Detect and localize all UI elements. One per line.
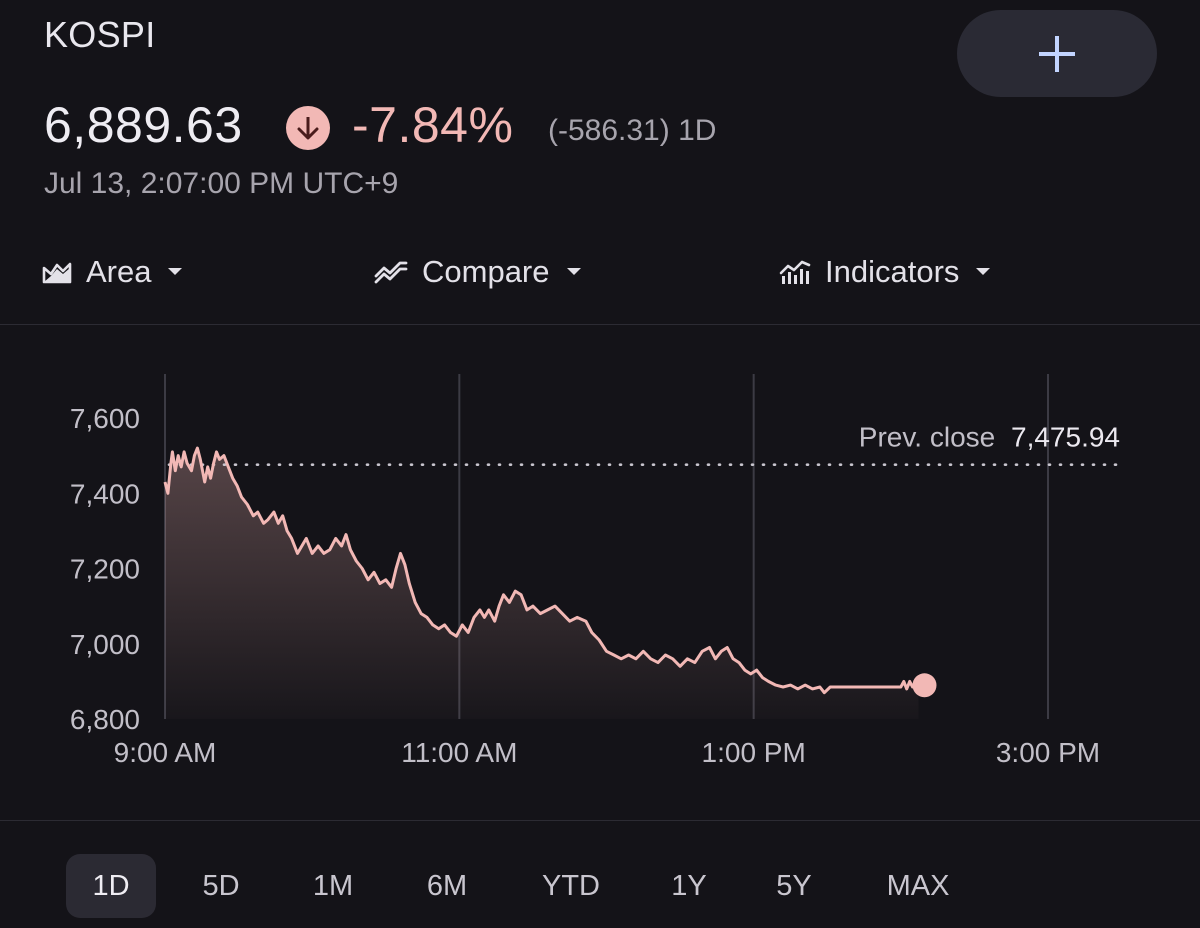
chart-type-label: Area bbox=[86, 254, 152, 289]
price-line bbox=[163, 446, 919, 695]
range-button-5y[interactable]: 5Y bbox=[776, 869, 812, 902]
range-button-6m[interactable]: 6M bbox=[426, 869, 468, 902]
caret-down-icon bbox=[167, 267, 183, 277]
range-button-1d[interactable]: 1D bbox=[66, 854, 156, 918]
caret-down-icon bbox=[975, 267, 991, 277]
y-tick-label: 7,400 bbox=[70, 478, 140, 509]
prev-close-text: Prev. close bbox=[859, 422, 995, 453]
percent-change: -7.84% bbox=[352, 97, 514, 153]
x-tick-label: 11:00 AM bbox=[401, 737, 517, 768]
x-tick-label: 9:00 AM bbox=[114, 737, 217, 768]
last-price-marker[interactable] bbox=[912, 673, 937, 698]
compare-label: Compare bbox=[422, 254, 550, 289]
indicators-icon bbox=[779, 259, 811, 285]
x-tick-label: 1:00 PM bbox=[702, 737, 806, 768]
area-fill bbox=[165, 448, 919, 719]
caret-down-icon bbox=[566, 267, 582, 277]
prev-close-value: 7,475.94 bbox=[1011, 422, 1120, 453]
price-chart[interactable]: 7,600 7,400 7,200 7,000 6,800 9:00 AM 11:00 A… bbox=[0, 325, 1200, 820]
add-to-watchlist-button[interactable] bbox=[957, 10, 1157, 97]
compare-icon bbox=[374, 260, 408, 284]
y-tick-label: 7,200 bbox=[70, 554, 140, 585]
arrow-down-icon bbox=[286, 106, 330, 150]
indicators-dropdown[interactable]: Indicators bbox=[779, 244, 991, 300]
x-tick-label: 3:00 PM bbox=[996, 737, 1100, 768]
range-button-1y[interactable]: 1Y bbox=[671, 869, 707, 902]
chart-type-dropdown[interactable]: Area bbox=[42, 244, 183, 300]
prev-close-label: Prev. close 7,475.94 bbox=[859, 422, 1120, 453]
compare-dropdown[interactable]: Compare bbox=[374, 244, 582, 300]
y-tick-label: 7,000 bbox=[70, 629, 140, 660]
range-button-1m[interactable]: 1M bbox=[312, 869, 354, 902]
area-chart-icon bbox=[42, 260, 72, 284]
current-price: 6,889.63 bbox=[44, 97, 243, 153]
divider bbox=[0, 324, 1200, 325]
quote-timestamp: Jul 13, 2:07:00 PM UTC+9 bbox=[44, 167, 399, 200]
y-tick-label: 7,600 bbox=[70, 403, 140, 434]
divider bbox=[0, 820, 1200, 821]
plus-icon bbox=[1039, 35, 1075, 72]
absolute-change: (-586.31) 1D bbox=[548, 114, 717, 147]
range-button-max[interactable]: MAX bbox=[886, 869, 950, 902]
y-tick-label: 6,800 bbox=[70, 704, 140, 735]
indicators-label: Indicators bbox=[825, 254, 960, 289]
range-button-5d[interactable]: 5D bbox=[202, 869, 240, 902]
range-button-ytd[interactable]: YTD bbox=[542, 869, 600, 902]
index-title: KOSPI bbox=[44, 14, 156, 55]
time-range-selector: 1D 5D 1M 6M YTD 1Y 5Y MAX bbox=[0, 850, 1200, 922]
